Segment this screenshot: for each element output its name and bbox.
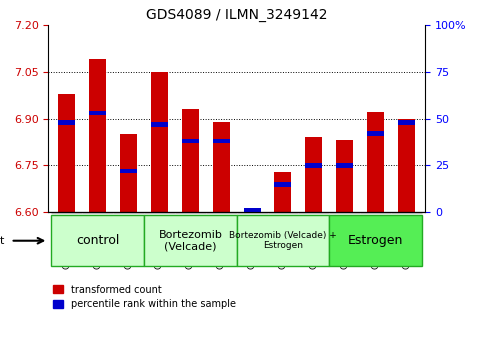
Bar [182,139,199,143]
Text: Estrogen: Estrogen [348,234,403,247]
Text: agent: agent [0,236,5,246]
Bar [329,215,422,266]
Bar [144,215,237,266]
Text: control: control [76,234,119,247]
Bar [243,209,261,212]
Bar [151,122,168,127]
Bar [213,122,230,212]
Text: Bortezomib (Velcade) +
Estrogen: Bortezomib (Velcade) + Estrogen [229,231,337,250]
Title: GDS4089 / ILMN_3249142: GDS4089 / ILMN_3249142 [146,8,327,22]
Bar [336,163,353,168]
Bar [367,131,384,136]
Text: Bortezomib
(Velcade): Bortezomib (Velcade) [158,230,222,252]
Bar [398,119,415,212]
Bar [213,139,230,143]
Bar [120,134,137,212]
Bar [58,120,75,125]
Bar [243,208,261,213]
Bar [367,112,384,212]
Bar [274,172,291,212]
Bar [398,120,415,125]
Legend: transformed count, percentile rank within the sample: transformed count, percentile rank withi… [53,285,236,309]
Bar [58,93,75,212]
Bar [120,169,137,173]
Bar [274,182,291,187]
Bar [237,215,329,266]
Bar [305,163,322,168]
Bar [51,215,144,266]
Bar [151,72,168,212]
Bar [305,137,322,212]
Bar [336,141,353,212]
Bar [182,109,199,212]
Bar [89,110,106,115]
Bar [89,59,106,212]
